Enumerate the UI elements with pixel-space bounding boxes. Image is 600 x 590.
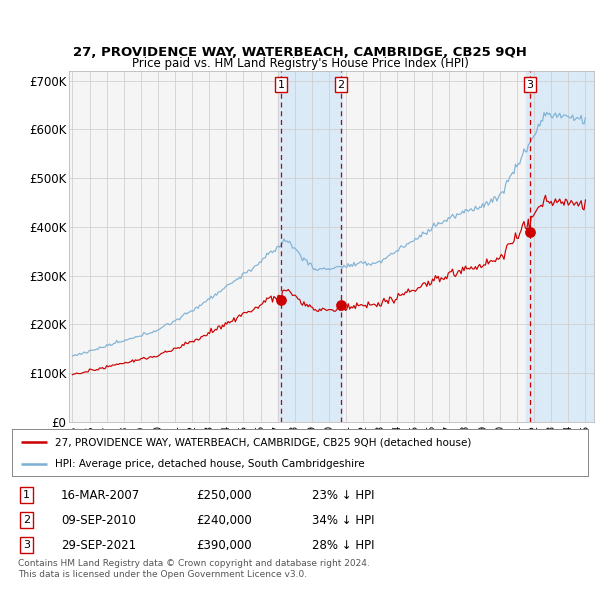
Text: 29-SEP-2021: 29-SEP-2021 xyxy=(61,539,136,552)
Text: 2: 2 xyxy=(23,515,30,525)
Bar xyxy=(278,71,342,422)
Text: Price paid vs. HM Land Registry's House Price Index (HPI): Price paid vs. HM Land Registry's House … xyxy=(131,57,469,70)
Text: 27, PROVIDENCE WAY, WATERBEACH, CAMBRIDGE, CB25 9QH (detached house): 27, PROVIDENCE WAY, WATERBEACH, CAMBRIDG… xyxy=(55,437,472,447)
Text: 3: 3 xyxy=(526,80,533,90)
Point xyxy=(336,300,346,310)
Text: Contains HM Land Registry data © Crown copyright and database right 2024.: Contains HM Land Registry data © Crown c… xyxy=(18,559,370,568)
Text: 16-MAR-2007: 16-MAR-2007 xyxy=(61,489,140,502)
Text: HPI: Average price, detached house, South Cambridgeshire: HPI: Average price, detached house, Sout… xyxy=(55,459,365,469)
Text: 09-SEP-2010: 09-SEP-2010 xyxy=(61,514,136,527)
Text: This data is licensed under the Open Government Licence v3.0.: This data is licensed under the Open Gov… xyxy=(18,570,307,579)
Text: 23% ↓ HPI: 23% ↓ HPI xyxy=(311,489,374,502)
Text: 3: 3 xyxy=(23,540,30,550)
Text: 28% ↓ HPI: 28% ↓ HPI xyxy=(311,539,374,552)
Bar xyxy=(526,71,594,422)
Text: 2: 2 xyxy=(337,80,344,90)
Text: £390,000: £390,000 xyxy=(196,539,252,552)
Text: 27, PROVIDENCE WAY, WATERBEACH, CAMBRIDGE, CB25 9QH: 27, PROVIDENCE WAY, WATERBEACH, CAMBRIDG… xyxy=(73,46,527,59)
Text: £240,000: £240,000 xyxy=(196,514,252,527)
Text: 1: 1 xyxy=(278,80,284,90)
Point xyxy=(276,295,286,304)
Text: 34% ↓ HPI: 34% ↓ HPI xyxy=(311,514,374,527)
Point xyxy=(525,227,535,237)
Text: £250,000: £250,000 xyxy=(196,489,252,502)
Text: 1: 1 xyxy=(23,490,30,500)
